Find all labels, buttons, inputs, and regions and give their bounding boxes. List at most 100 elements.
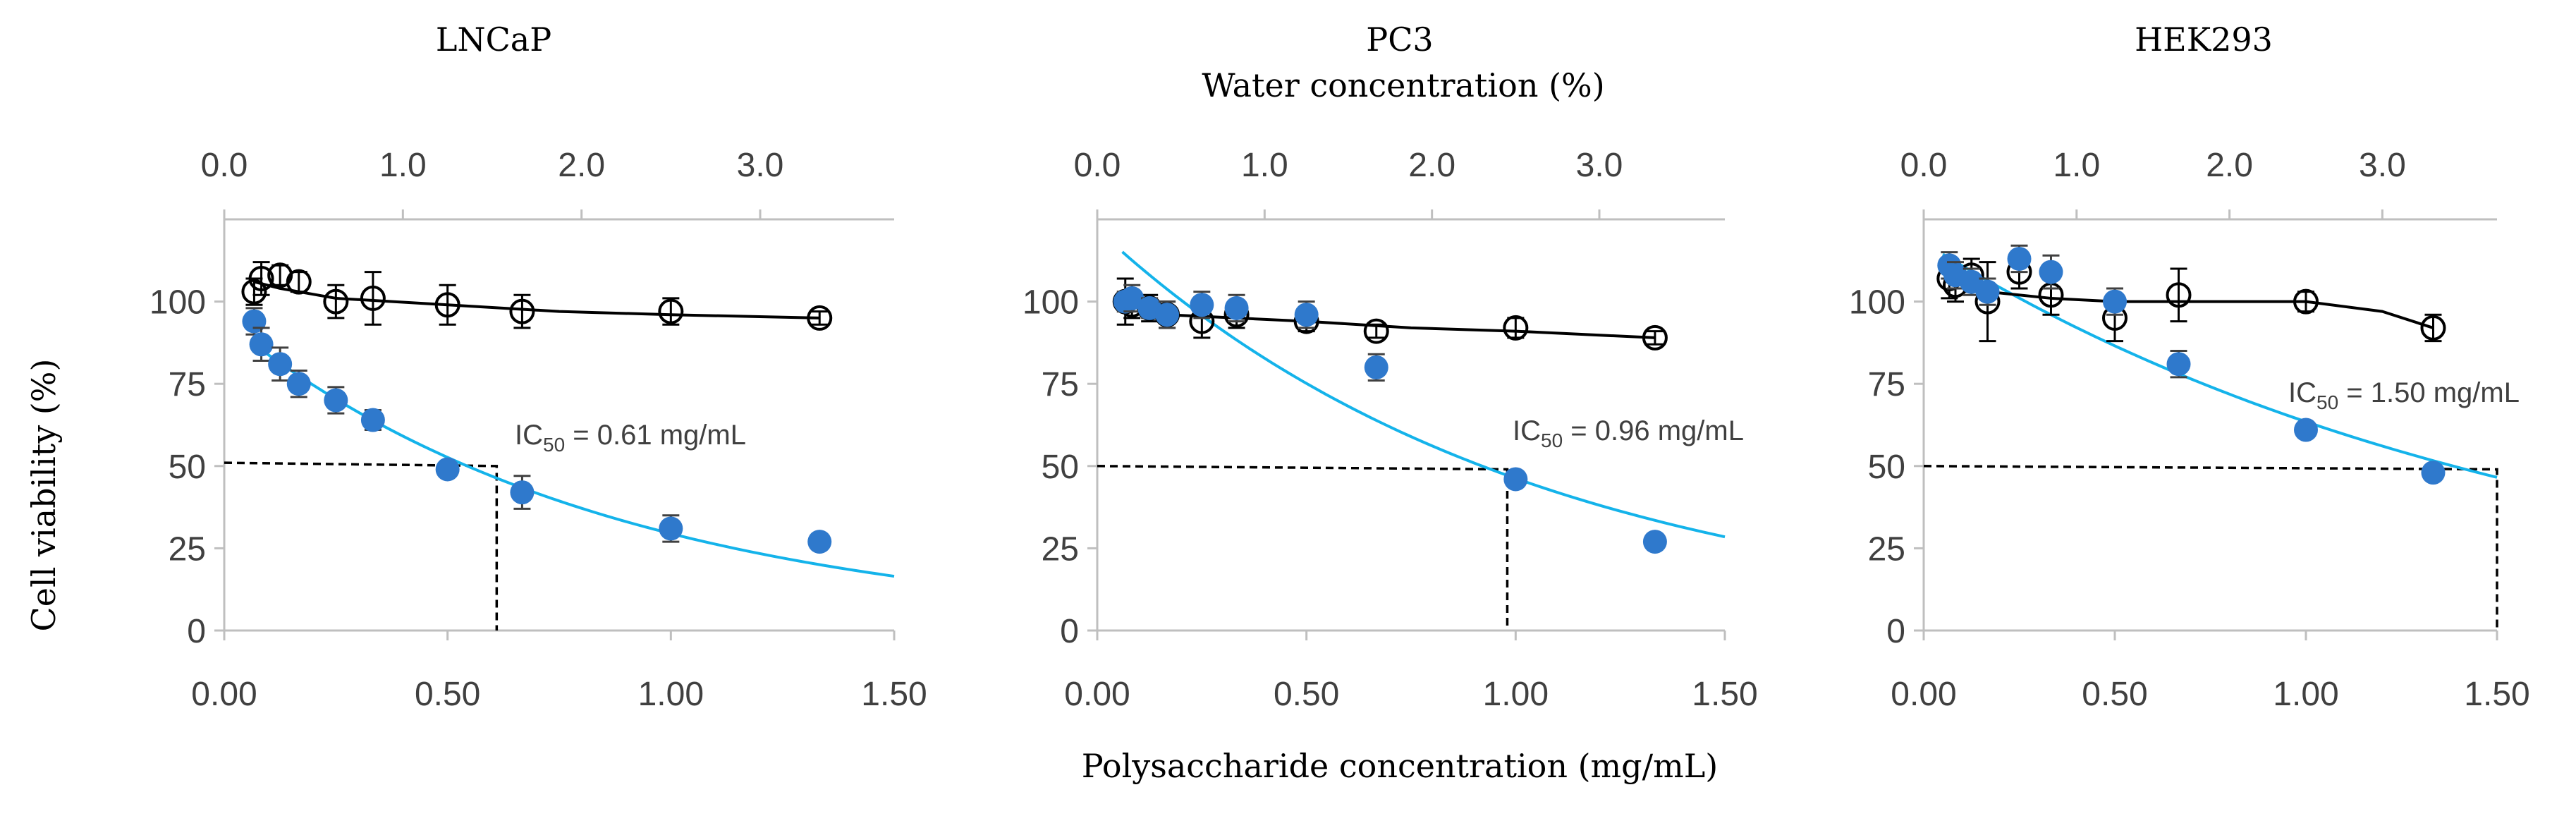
- water-point: [1503, 315, 1529, 341]
- polysaccharide-point: [268, 352, 293, 377]
- y-tick-label: 50: [1868, 449, 1905, 486]
- y-tick-label: 0: [1886, 613, 1905, 650]
- polysaccharide-point: [807, 530, 832, 554]
- polysaccharide-point: [286, 372, 311, 396]
- polysaccharide-point: [1120, 286, 1144, 310]
- ic50-label: IC50 = 0.61 mg/mL: [515, 420, 746, 456]
- polysaccharide-point: [510, 480, 535, 505]
- chart-panel-hek293: HEK293 0 25 50 75 100 0.00 0.50 1.00 1.50 0.0 1.0 2.…: [1849, 20, 2530, 713]
- y-tick-label: 0: [187, 613, 206, 650]
- polysaccharide-point: [1190, 293, 1214, 317]
- polysaccharide-fit-curve: [1942, 252, 2498, 479]
- top-tick-label: 2.0: [1408, 147, 1455, 184]
- polysaccharide-point: [2007, 246, 2032, 271]
- polysaccharide-point: [659, 516, 683, 541]
- top-tick-label: 1.0: [2053, 147, 2100, 184]
- y-tick-label: 75: [1868, 366, 1905, 403]
- chart-title: LNCaP: [436, 20, 551, 59]
- x-tick-label: 0.50: [415, 676, 480, 713]
- water-point: [241, 279, 267, 305]
- y-tick-label: 100: [1023, 284, 1079, 322]
- polysaccharide-point: [435, 457, 460, 482]
- chart-panel-pc3: PC3 0 25 50 75 100 0.00 0.50 1.00 1.50 0.0 1.0 2.0 3.…: [1023, 20, 1758, 713]
- polysaccharide-point: [1975, 279, 2000, 304]
- x-tick-label: 1.50: [1692, 676, 1757, 713]
- ic50-guide-line: [1097, 465, 1509, 631]
- ic50-label: IC50 = 0.96 mg/mL: [1513, 415, 1744, 451]
- polysaccharide-point: [1364, 355, 1388, 379]
- x-tick-label: 1.00: [638, 676, 704, 713]
- polysaccharide-point: [1294, 303, 1319, 327]
- water-point: [248, 265, 274, 291]
- y-tick-label: 50: [1042, 449, 1079, 486]
- water-point: [323, 288, 349, 315]
- top-tick-label: 0.0: [201, 147, 248, 184]
- ic50-subscript: 50: [1541, 430, 1563, 451]
- polysaccharide-point: [2421, 461, 2446, 485]
- polysaccharide-point: [2039, 260, 2063, 284]
- y-tick-label: 100: [149, 284, 206, 322]
- y-tick-label: 0: [1060, 613, 1079, 650]
- polysaccharide-point: [242, 309, 267, 334]
- water-point: [286, 269, 312, 295]
- x-tick-label: 1.00: [2273, 676, 2338, 713]
- water-point: [1642, 324, 1668, 351]
- water-point: [2293, 288, 2319, 315]
- y-tick-label: 25: [1868, 530, 1905, 568]
- ic50-label: IC50 = 1.50 mg/mL: [2288, 377, 2520, 413]
- ic50-value: = 0.96 mg/mL: [1563, 415, 1744, 446]
- x-tick-label: 1.50: [861, 676, 927, 713]
- polysaccharide-point: [2166, 352, 2191, 377]
- polysaccharide-point: [1155, 303, 1180, 327]
- polysaccharide-point: [2294, 418, 2318, 442]
- ic50-label-text: IC: [515, 420, 543, 451]
- top-tick-label: 0.0: [1900, 147, 1948, 184]
- water-point: [807, 305, 833, 331]
- ic50-subscript: 50: [2316, 391, 2338, 413]
- ic50-subscript: 50: [543, 434, 565, 456]
- water-point: [434, 292, 460, 318]
- ic50-label-text: IC: [1513, 415, 1541, 446]
- x-tick-label: 0.00: [1064, 676, 1130, 713]
- top-tick-label: 2.0: [2206, 147, 2253, 184]
- polysaccharide-point: [2103, 289, 2127, 314]
- chart-panel-lncap: LNCaP 0 25 50 75 100 0.00 0.50 1.00 1.50 0.0 1.0 2.0…: [149, 20, 927, 713]
- y-tick-label: 25: [1042, 530, 1079, 568]
- ic50-guide-line: [1923, 465, 2498, 631]
- chart-title: HEK293: [2135, 20, 2273, 59]
- y-tick-label: 75: [1042, 366, 1079, 403]
- polysaccharide-point: [1224, 296, 1249, 320]
- ic50-value: = 0.61 mg/mL: [565, 420, 746, 451]
- top-tick-label: 3.0: [2359, 147, 2406, 184]
- x-axis-label: Polysaccharide concentration (mg/mL): [1082, 747, 1718, 785]
- x-tick-label: 0.00: [1891, 676, 1956, 713]
- water-point: [2420, 315, 2446, 341]
- water-point: [658, 298, 684, 324]
- polysaccharide-point: [324, 388, 348, 413]
- top-tick-label: 2.0: [558, 147, 605, 184]
- top-tick-label: 1.0: [379, 147, 427, 184]
- top-tick-label: 3.0: [737, 147, 784, 184]
- water-point: [509, 298, 535, 324]
- x-tick-label: 0.50: [1274, 676, 1339, 713]
- top-tick-label: 3.0: [1576, 147, 1623, 184]
- y-tick-label: 25: [169, 530, 206, 568]
- polysaccharide-point: [360, 408, 385, 432]
- x-tick-label: 1.00: [1483, 676, 1549, 713]
- x-tick-label: 0.50: [2082, 676, 2147, 713]
- y-tick-label: 75: [169, 366, 206, 403]
- polysaccharide-point: [249, 332, 274, 357]
- water-point: [2166, 282, 2192, 308]
- polysaccharide-point: [1642, 530, 1667, 554]
- y-tick-label: 50: [169, 449, 206, 486]
- polysaccharide-point: [1503, 467, 1528, 492]
- ic50-value: = 1.50 mg/mL: [2338, 377, 2520, 408]
- y-tick-label: 100: [1849, 284, 1905, 322]
- polysaccharide-fit-curve: [1121, 250, 1726, 539]
- water-point: [1363, 318, 1389, 344]
- ic50-guide-line: [224, 461, 499, 631]
- ic50-label-text: IC: [2288, 377, 2316, 408]
- top-axis-label: Water concentration (%): [1202, 66, 1604, 104]
- y-axis-label: Cell viability (%): [25, 359, 63, 632]
